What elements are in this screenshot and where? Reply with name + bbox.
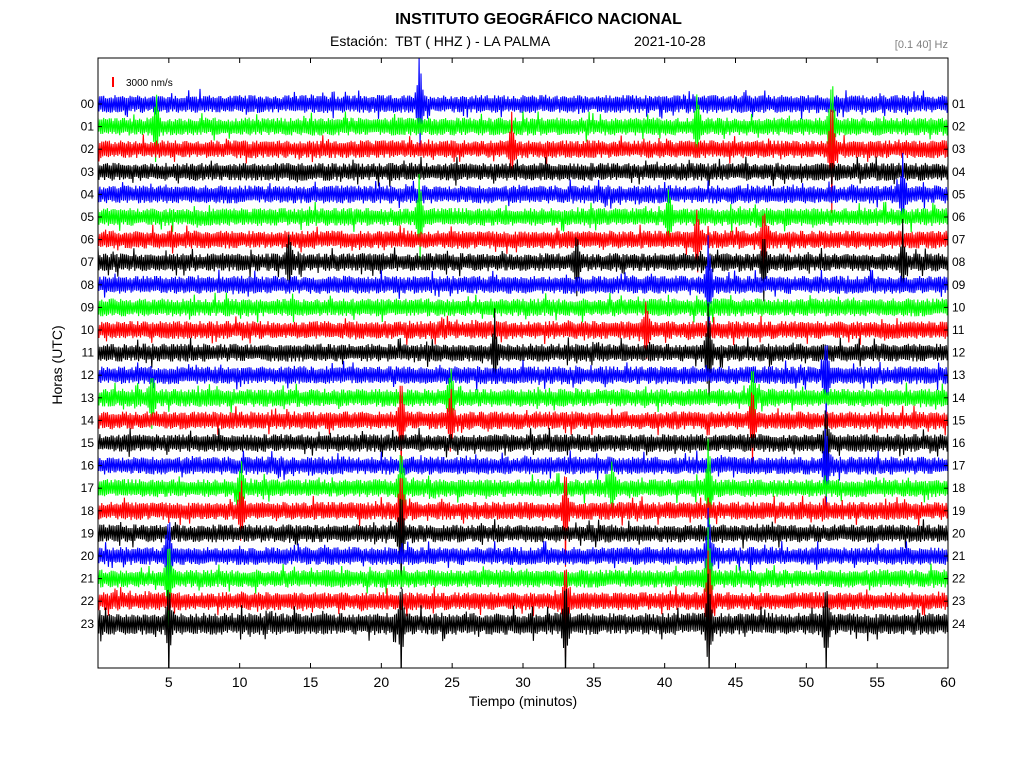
hour-label-left: 01 xyxy=(81,120,95,134)
hour-label-left: 22 xyxy=(81,594,95,608)
scale-label: 3000 nm/s xyxy=(126,78,173,89)
hour-label-left: 09 xyxy=(81,300,95,314)
chart-title: INSTITUTO GEOGRÁFICO NACIONAL xyxy=(395,11,682,28)
station-label: Estación: TBT ( HHZ ) - LA PALMA xyxy=(330,33,551,49)
hour-label-left: 16 xyxy=(81,459,95,473)
filter-band-label: [0.1 40] Hz xyxy=(894,39,948,51)
hour-label-right: 13 xyxy=(952,368,966,382)
hour-label-right: 24 xyxy=(952,617,966,631)
traces-group xyxy=(98,58,948,668)
hour-label-left: 14 xyxy=(81,413,95,427)
trace-hour-01 xyxy=(98,86,948,190)
hour-label-right: 01 xyxy=(952,97,966,111)
hour-label-left: 11 xyxy=(82,346,95,360)
x-tick-label: 60 xyxy=(940,674,956,690)
hour-label-right: 02 xyxy=(952,120,966,134)
hour-label-left: 10 xyxy=(81,323,95,337)
hour-label-right: 03 xyxy=(952,142,966,156)
hour-label-right: 11 xyxy=(952,323,965,337)
hour-label-right: 21 xyxy=(952,549,966,563)
trace-hour-12 xyxy=(98,345,948,425)
x-tick-label: 55 xyxy=(869,674,885,690)
trace-hour-22 xyxy=(98,550,948,658)
x-tick-label: 25 xyxy=(444,674,460,690)
hour-label-right: 18 xyxy=(952,481,966,495)
x-tick-label: 15 xyxy=(303,674,319,690)
hour-label-left: 23 xyxy=(81,617,95,631)
hour-label-left: 13 xyxy=(81,391,95,405)
x-tick-label: 5 xyxy=(165,674,173,690)
hour-label-left: 03 xyxy=(81,165,95,179)
hour-label-left: 06 xyxy=(81,233,95,247)
hour-label-left: 08 xyxy=(81,278,95,292)
hour-label-right: 19 xyxy=(952,504,966,518)
hour-label-right: 16 xyxy=(952,436,966,450)
trace-hour-11 xyxy=(98,303,948,401)
hour-label-left: 18 xyxy=(81,504,95,518)
hour-label-right: 05 xyxy=(952,187,966,201)
trace-hour-14 xyxy=(98,385,948,475)
hour-label-right: 12 xyxy=(952,346,966,360)
hour-label-left: 15 xyxy=(81,436,95,450)
hour-label-right: 15 xyxy=(952,413,966,427)
hour-label-left: 02 xyxy=(81,142,95,156)
hour-label-left: 19 xyxy=(81,526,95,540)
trace-hour-03 xyxy=(98,156,948,187)
hour-label-left: 20 xyxy=(81,549,95,563)
x-tick-label: 50 xyxy=(799,674,815,690)
trace-hour-06 xyxy=(98,209,948,281)
trace-hour-18 xyxy=(98,476,948,567)
hour-label-right: 07 xyxy=(952,233,966,247)
x-tick-label: 10 xyxy=(232,674,248,690)
trace-hour-16 xyxy=(98,428,948,518)
trace-hour-04 xyxy=(98,152,948,221)
x-tick-label: 35 xyxy=(586,674,602,690)
date-label: 2021-10-28 xyxy=(634,33,706,49)
trace-hour-19 xyxy=(98,498,948,590)
hour-label-left: 07 xyxy=(81,255,95,269)
trace-hour-00 xyxy=(98,58,948,150)
trace-hour-17 xyxy=(98,438,948,544)
trace-hour-23 xyxy=(98,573,948,668)
x-axis-label: Tiempo (minutos) xyxy=(468,693,578,709)
trace-hour-13 xyxy=(98,368,948,447)
hour-label-left: 12 xyxy=(81,368,95,382)
trace-hour-10 xyxy=(98,301,948,360)
trace-hour-09 xyxy=(98,292,948,323)
hour-label-left: 05 xyxy=(81,210,95,224)
hour-label-left: 21 xyxy=(81,572,95,586)
x-tick-label: 30 xyxy=(515,674,531,690)
trace-hour-20 xyxy=(98,507,948,606)
trace-hour-08 xyxy=(98,235,948,336)
hour-label-right: 22 xyxy=(952,572,966,586)
x-tick-label: 45 xyxy=(728,674,744,690)
trace-hour-05 xyxy=(98,173,948,261)
hour-label-right: 14 xyxy=(952,391,966,405)
hour-label-right: 10 xyxy=(952,300,966,314)
hour-label-right: 06 xyxy=(952,210,966,224)
hour-label-left: 17 xyxy=(81,481,95,495)
hour-label-left: 00 xyxy=(81,97,95,111)
hour-label-left: 04 xyxy=(81,187,95,201)
y-axis-label: Horas (UTC) xyxy=(49,325,65,405)
hour-label-right: 04 xyxy=(952,165,966,179)
hour-label-right: 09 xyxy=(952,278,966,292)
hour-label-right: 08 xyxy=(952,255,966,269)
hour-label-right: 23 xyxy=(952,594,966,608)
trace-hour-07 xyxy=(98,218,948,302)
trace-hour-15 xyxy=(98,410,948,493)
x-tick-label: 40 xyxy=(657,674,673,690)
hour-label-right: 20 xyxy=(952,526,966,540)
trace-hour-02 xyxy=(98,109,948,214)
hour-label-right: 17 xyxy=(952,459,966,473)
trace-hour-21 xyxy=(98,527,948,630)
x-tick-label: 20 xyxy=(374,674,390,690)
